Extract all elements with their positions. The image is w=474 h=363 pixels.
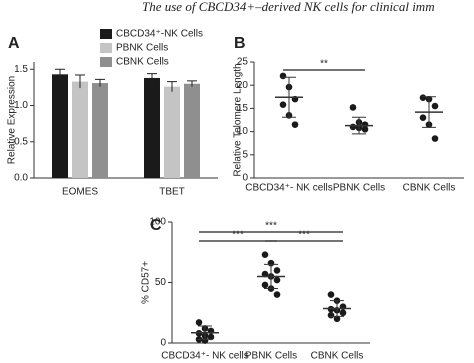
data-point — [361, 125, 369, 133]
bar — [164, 86, 180, 178]
y-axis-label: Relative Expression — [7, 76, 18, 164]
data-point — [327, 311, 335, 319]
panel-label: A — [8, 35, 20, 52]
data-point — [333, 315, 341, 323]
error-bar — [95, 78, 105, 87]
significance-label: ** — [320, 59, 328, 70]
data-point — [339, 309, 347, 317]
error-bar — [187, 80, 197, 87]
x-tick-label: PBNK Cells — [245, 351, 297, 362]
y-axis-label: Relative Telomere Length — [233, 63, 244, 176]
x-tick-label: CBNK Cells — [403, 183, 456, 194]
bar — [184, 83, 200, 178]
y-tick-label: 0.0 — [14, 173, 28, 184]
y-tick-label: 0 — [242, 173, 248, 184]
data-point — [419, 114, 427, 121]
data-point — [261, 281, 269, 289]
x-tick-label: TBET — [159, 187, 185, 198]
y-tick-label: 10 — [237, 126, 249, 137]
bar — [52, 74, 68, 178]
y-tick-label: 0.5 — [14, 136, 28, 147]
significance-label: *** — [298, 230, 310, 241]
y-axis-label: % CD57+ — [141, 261, 152, 304]
y-tick-label: 15 — [237, 103, 249, 114]
data-point — [349, 123, 357, 131]
y-tick-label: 25 — [237, 57, 249, 68]
x-tick-label: PBNK Cells — [333, 183, 385, 194]
bar — [72, 81, 88, 178]
x-tick-label: CBCD34⁺- NK cells — [161, 351, 249, 362]
data-point — [195, 319, 203, 326]
data-point — [327, 291, 335, 298]
sd-bar — [282, 76, 296, 118]
data-point — [261, 270, 269, 278]
x-tick-label: EOMES — [62, 187, 98, 198]
y-tick-label: 100 — [149, 217, 166, 228]
legend-swatch — [100, 43, 112, 53]
significance-label: *** — [232, 230, 244, 241]
legend-swatch — [100, 57, 112, 67]
significance-label: *** — [265, 221, 277, 232]
sd-bar — [422, 96, 436, 128]
sd-bar — [198, 325, 212, 340]
panel-label: C — [150, 217, 162, 234]
error-bar — [147, 73, 157, 83]
bar — [92, 83, 108, 178]
data-point — [273, 276, 281, 284]
panel-label: B — [234, 35, 246, 52]
data-point — [419, 94, 427, 102]
data-point — [207, 333, 215, 341]
x-tick-label: CBCD34⁺- NK cells — [245, 183, 333, 194]
error-bar — [75, 74, 85, 89]
y-tick-label: 1.0 — [14, 100, 28, 111]
data-point — [431, 102, 439, 110]
data-point — [273, 291, 281, 298]
legend-label: CBNK Cells — [116, 57, 169, 68]
data-point — [291, 121, 299, 128]
legend-label: CBCD34⁺-NK Cells — [116, 29, 203, 40]
y-tick-label: 1.5 — [14, 64, 28, 75]
legend-swatch — [100, 29, 112, 39]
data-point — [431, 135, 439, 142]
y-tick-label: 5 — [242, 149, 248, 160]
sd-bar — [352, 116, 366, 135]
legend-label: PBNK Cells — [116, 43, 168, 54]
header: The use of CBCD34+–derived NK cells for … — [142, 0, 435, 14]
sd-bar — [330, 300, 344, 317]
x-tick-label: CBNK Cells — [311, 351, 364, 362]
data-point — [261, 251, 269, 258]
data-point — [349, 104, 357, 111]
data-point — [273, 267, 281, 274]
sd-bar — [264, 263, 278, 290]
error-bar — [167, 81, 177, 92]
data-point — [279, 101, 287, 108]
error-bar — [55, 68, 65, 80]
bar — [144, 77, 160, 178]
data-point — [279, 72, 287, 80]
y-tick-label: 50 — [155, 277, 167, 288]
y-tick-label: 20 — [237, 80, 249, 91]
y-tick-label: 0 — [160, 338, 166, 349]
